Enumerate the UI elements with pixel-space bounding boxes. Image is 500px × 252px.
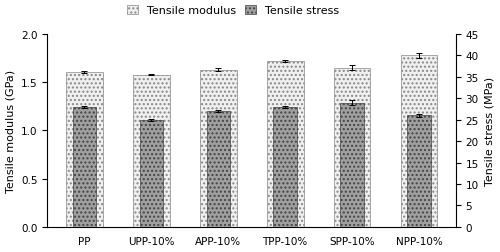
Bar	[334, 69, 370, 227]
Bar	[266, 62, 304, 227]
Y-axis label: Tensile modulus (GPa): Tensile modulus (GPa)	[6, 70, 16, 192]
Bar	[407, 116, 430, 227]
Bar	[340, 103, 364, 227]
Bar	[66, 72, 103, 227]
Bar	[400, 56, 438, 227]
Bar	[133, 75, 170, 227]
Bar	[140, 120, 163, 227]
Y-axis label: Tensile stress (MPa): Tensile stress (MPa)	[484, 77, 494, 185]
Legend: Tensile modulus, Tensile stress: Tensile modulus, Tensile stress	[126, 6, 338, 16]
Bar	[200, 70, 236, 227]
Bar	[72, 107, 96, 227]
Bar	[206, 112, 230, 227]
Bar	[274, 107, 297, 227]
